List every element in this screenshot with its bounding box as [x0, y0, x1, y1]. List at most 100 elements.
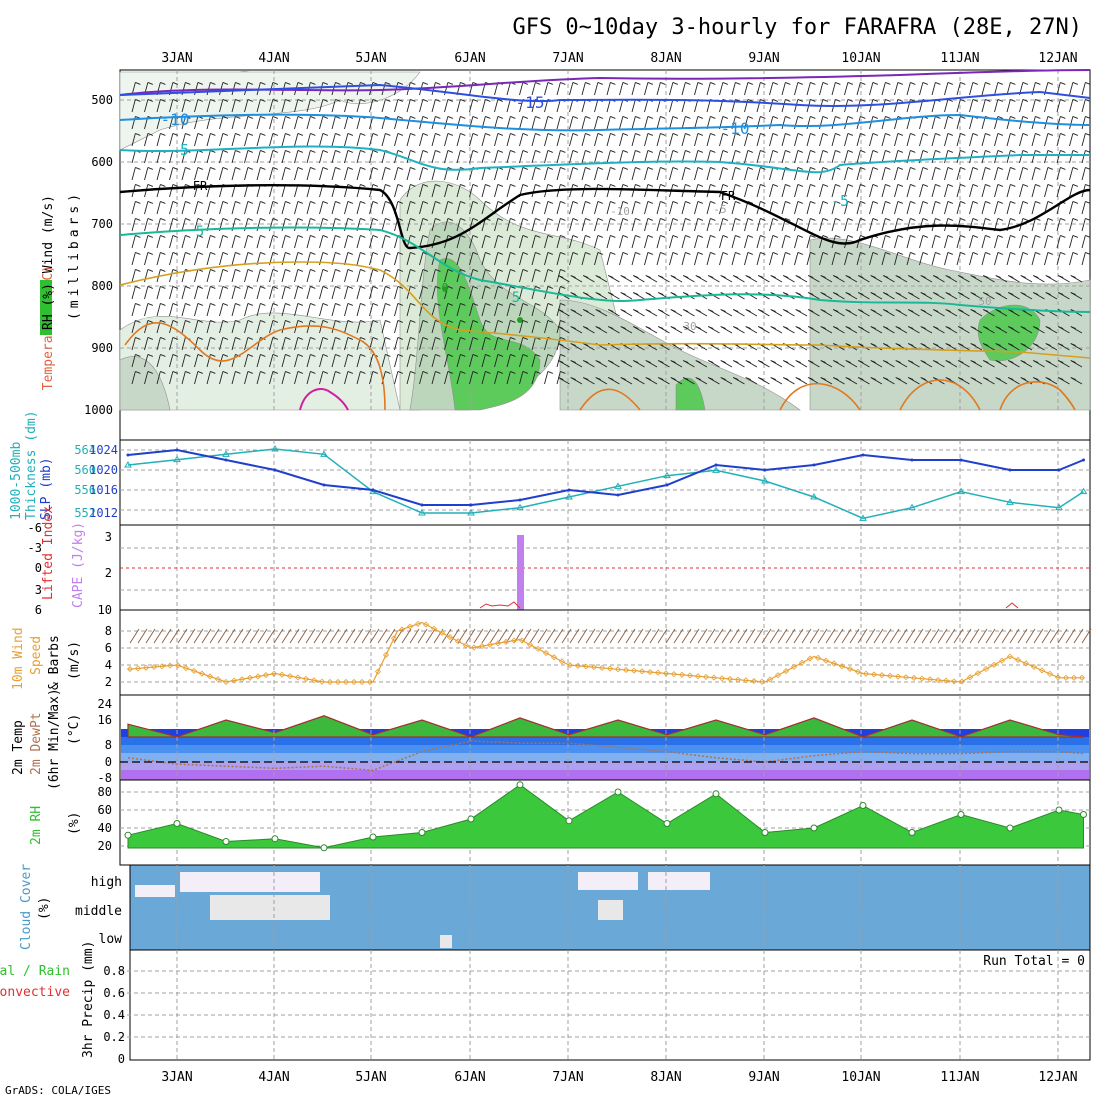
wind-barb-flag [635, 218, 641, 221]
wind-barb-flag [858, 309, 864, 312]
wind-barb [294, 201, 299, 215]
wind-barb-flag [620, 326, 626, 329]
wind-barb-flag [1060, 99, 1066, 102]
wind-barb-flag [945, 360, 951, 363]
wind-barb-flag [335, 218, 341, 221]
wind-barb [469, 99, 474, 113]
wind-barb-flag [947, 235, 954, 238]
wind-barb-flag [410, 252, 416, 255]
wind-barb [419, 371, 424, 385]
wind-barb-flag [608, 377, 614, 380]
wind-barb [744, 150, 749, 164]
wind-barb-flag [860, 99, 866, 102]
wind-barb-flag [1010, 218, 1016, 221]
wind-barb-flag [1060, 235, 1066, 238]
contour-label: FR [193, 179, 208, 193]
wind-barb-flag [1058, 292, 1064, 295]
wind-barb-flag [260, 150, 266, 153]
wind10m-point [422, 621, 430, 628]
wind-barb [906, 201, 911, 215]
wind-barb [881, 99, 886, 113]
wind-barb-flag [347, 286, 354, 289]
contour-line [579, 388, 641, 411]
wind-barb-flag [635, 167, 641, 170]
wind10m-point [998, 657, 1006, 664]
wind-barb-flag [785, 218, 791, 221]
wind-barb-flag [535, 150, 541, 153]
wind-barb-flag [772, 184, 779, 187]
wind-barb-flag [772, 150, 779, 153]
wind-barb-flag [310, 167, 316, 170]
wind-barb-flag [310, 337, 316, 340]
wind-barb [656, 167, 661, 181]
wind-barb [819, 167, 824, 181]
wind10m-barb [401, 628, 412, 644]
wind-barb-flag [710, 235, 716, 238]
wind-barb [694, 252, 699, 266]
wind-barb-flag [783, 292, 789, 295]
wind-barb-flag [945, 292, 951, 295]
wind-barb-flag [347, 133, 354, 136]
wind10m-point [166, 662, 174, 669]
wind-barb [431, 269, 436, 283]
temp-band [121, 770, 1089, 780]
wind-barb-flag [472, 354, 479, 357]
wind-barb [181, 371, 186, 385]
wind-barb [556, 150, 561, 164]
wind-barb-flag [422, 303, 429, 306]
wind-barb [131, 218, 136, 232]
wind-barb-flag [147, 286, 154, 289]
wind-barb-flag [722, 235, 729, 238]
wind-barb-flag [1072, 133, 1079, 136]
wind-barb [931, 116, 936, 130]
wind-barb [331, 150, 336, 164]
wind-barb-flag [285, 116, 291, 119]
wind-barb-flag [683, 377, 689, 380]
wind-barb-flag [785, 252, 791, 255]
wind-barb-flag [895, 292, 901, 295]
wind-barb [956, 82, 961, 96]
wind-barb [431, 133, 436, 147]
top-date-label: 12JAN [1038, 51, 1077, 66]
wind-barb [1019, 99, 1024, 113]
wind-barb-flag [1008, 309, 1014, 312]
wind-barb [494, 286, 499, 300]
wind-barb-flag [410, 303, 416, 306]
wind-barb-flag [908, 309, 914, 312]
wind-barb [194, 286, 199, 300]
wind-barb-flag [335, 354, 341, 357]
wind-barb-flag [660, 235, 666, 238]
wind-barb [719, 235, 724, 249]
wind-barb [369, 116, 374, 130]
wind10m-barb [217, 628, 228, 644]
wind-barb-flag [697, 82, 704, 85]
wind-barb-flag [635, 116, 641, 119]
wind-barb-flag [1020, 343, 1026, 346]
wind-barb [156, 133, 161, 147]
wind-barb [131, 337, 136, 351]
wind-barb-flag [460, 235, 466, 238]
wind10m-point [750, 677, 758, 685]
wind-barb [281, 133, 286, 147]
wind-barb-flag [660, 116, 666, 119]
wind-barb-flag [910, 235, 916, 238]
wind-barb-flag [172, 252, 179, 255]
wind-barb [806, 184, 811, 198]
wind-barb [494, 371, 499, 385]
wind10m-barb [937, 628, 948, 644]
wind-barb [606, 82, 611, 96]
wind-barb-flag [147, 99, 154, 102]
wind-barb [169, 269, 174, 283]
wind10m-point [438, 629, 446, 636]
wind-barb [1044, 99, 1049, 113]
wind-barb [544, 303, 549, 317]
wind-barb-flag [797, 184, 804, 187]
wind-barb [306, 133, 311, 147]
wind-barb-flag [360, 82, 366, 85]
wind-barb-flag [447, 150, 454, 153]
wind-barb-flag [1072, 252, 1079, 255]
wind-barb [381, 201, 386, 215]
wind-barb [531, 235, 536, 249]
wind-barb-flag [422, 218, 429, 221]
